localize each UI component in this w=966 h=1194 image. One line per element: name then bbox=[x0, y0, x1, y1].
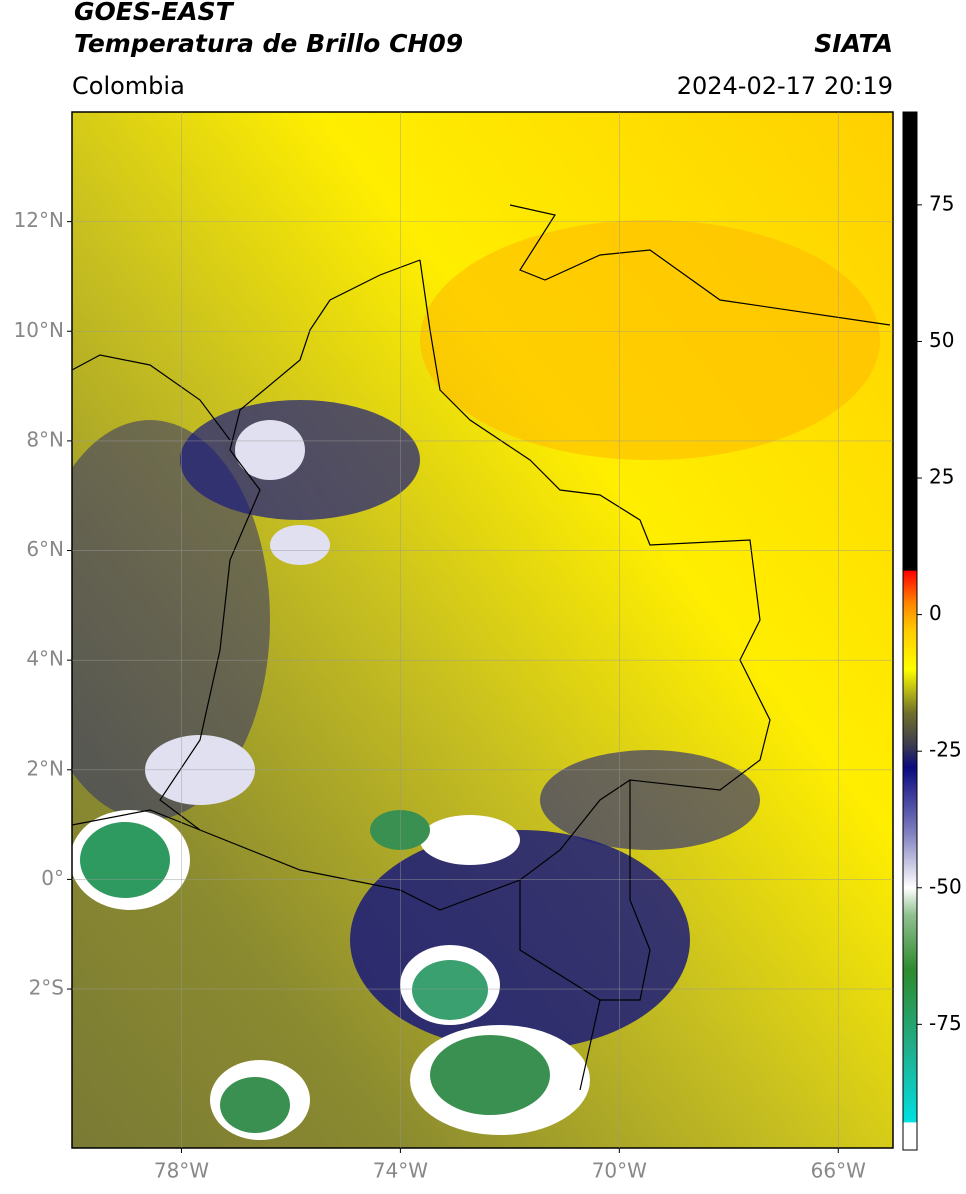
colorbar-tick-label: -25 bbox=[929, 738, 962, 762]
y-tick-label: 8°N bbox=[26, 427, 64, 451]
colorbar-tick-label: -50 bbox=[929, 874, 962, 898]
product: Temperatura de Brillo CH09 bbox=[74, 29, 463, 58]
colorbar-tick-label: 50 bbox=[929, 328, 954, 352]
x-tick-label: 78°W bbox=[154, 1159, 209, 1183]
x-tick-label: 70°W bbox=[592, 1159, 647, 1183]
source: SIATA bbox=[814, 29, 893, 58]
borders bbox=[71, 204, 891, 1091]
colorbar-tick-label: 25 bbox=[929, 465, 954, 489]
region: Colombia bbox=[72, 72, 185, 100]
colorbar bbox=[902, 111, 918, 1151]
y-tick-label: 2°N bbox=[26, 756, 64, 780]
map-frame bbox=[71, 111, 894, 1149]
y-tick-label: 12°N bbox=[14, 208, 64, 232]
y-tick-label: 6°N bbox=[26, 537, 64, 561]
y-tick-label: 4°N bbox=[26, 647, 64, 671]
satellite: GOES-EAST bbox=[74, 0, 235, 26]
colorbar-tick-label: -75 bbox=[929, 1011, 962, 1035]
y-tick-label: 0° bbox=[41, 866, 64, 890]
y-tick-label: 2°S bbox=[29, 976, 64, 1000]
x-tick-label: 74°W bbox=[373, 1159, 428, 1183]
colorbar-tick-label: 75 bbox=[929, 191, 954, 215]
y-tick-label: 10°N bbox=[14, 318, 64, 342]
datetime: 2024-02-17 20:19 bbox=[677, 72, 893, 100]
x-tick-label: 66°W bbox=[811, 1159, 866, 1183]
colorbar-tick-label: 0 bbox=[929, 601, 942, 625]
imagery bbox=[72, 112, 893, 1148]
